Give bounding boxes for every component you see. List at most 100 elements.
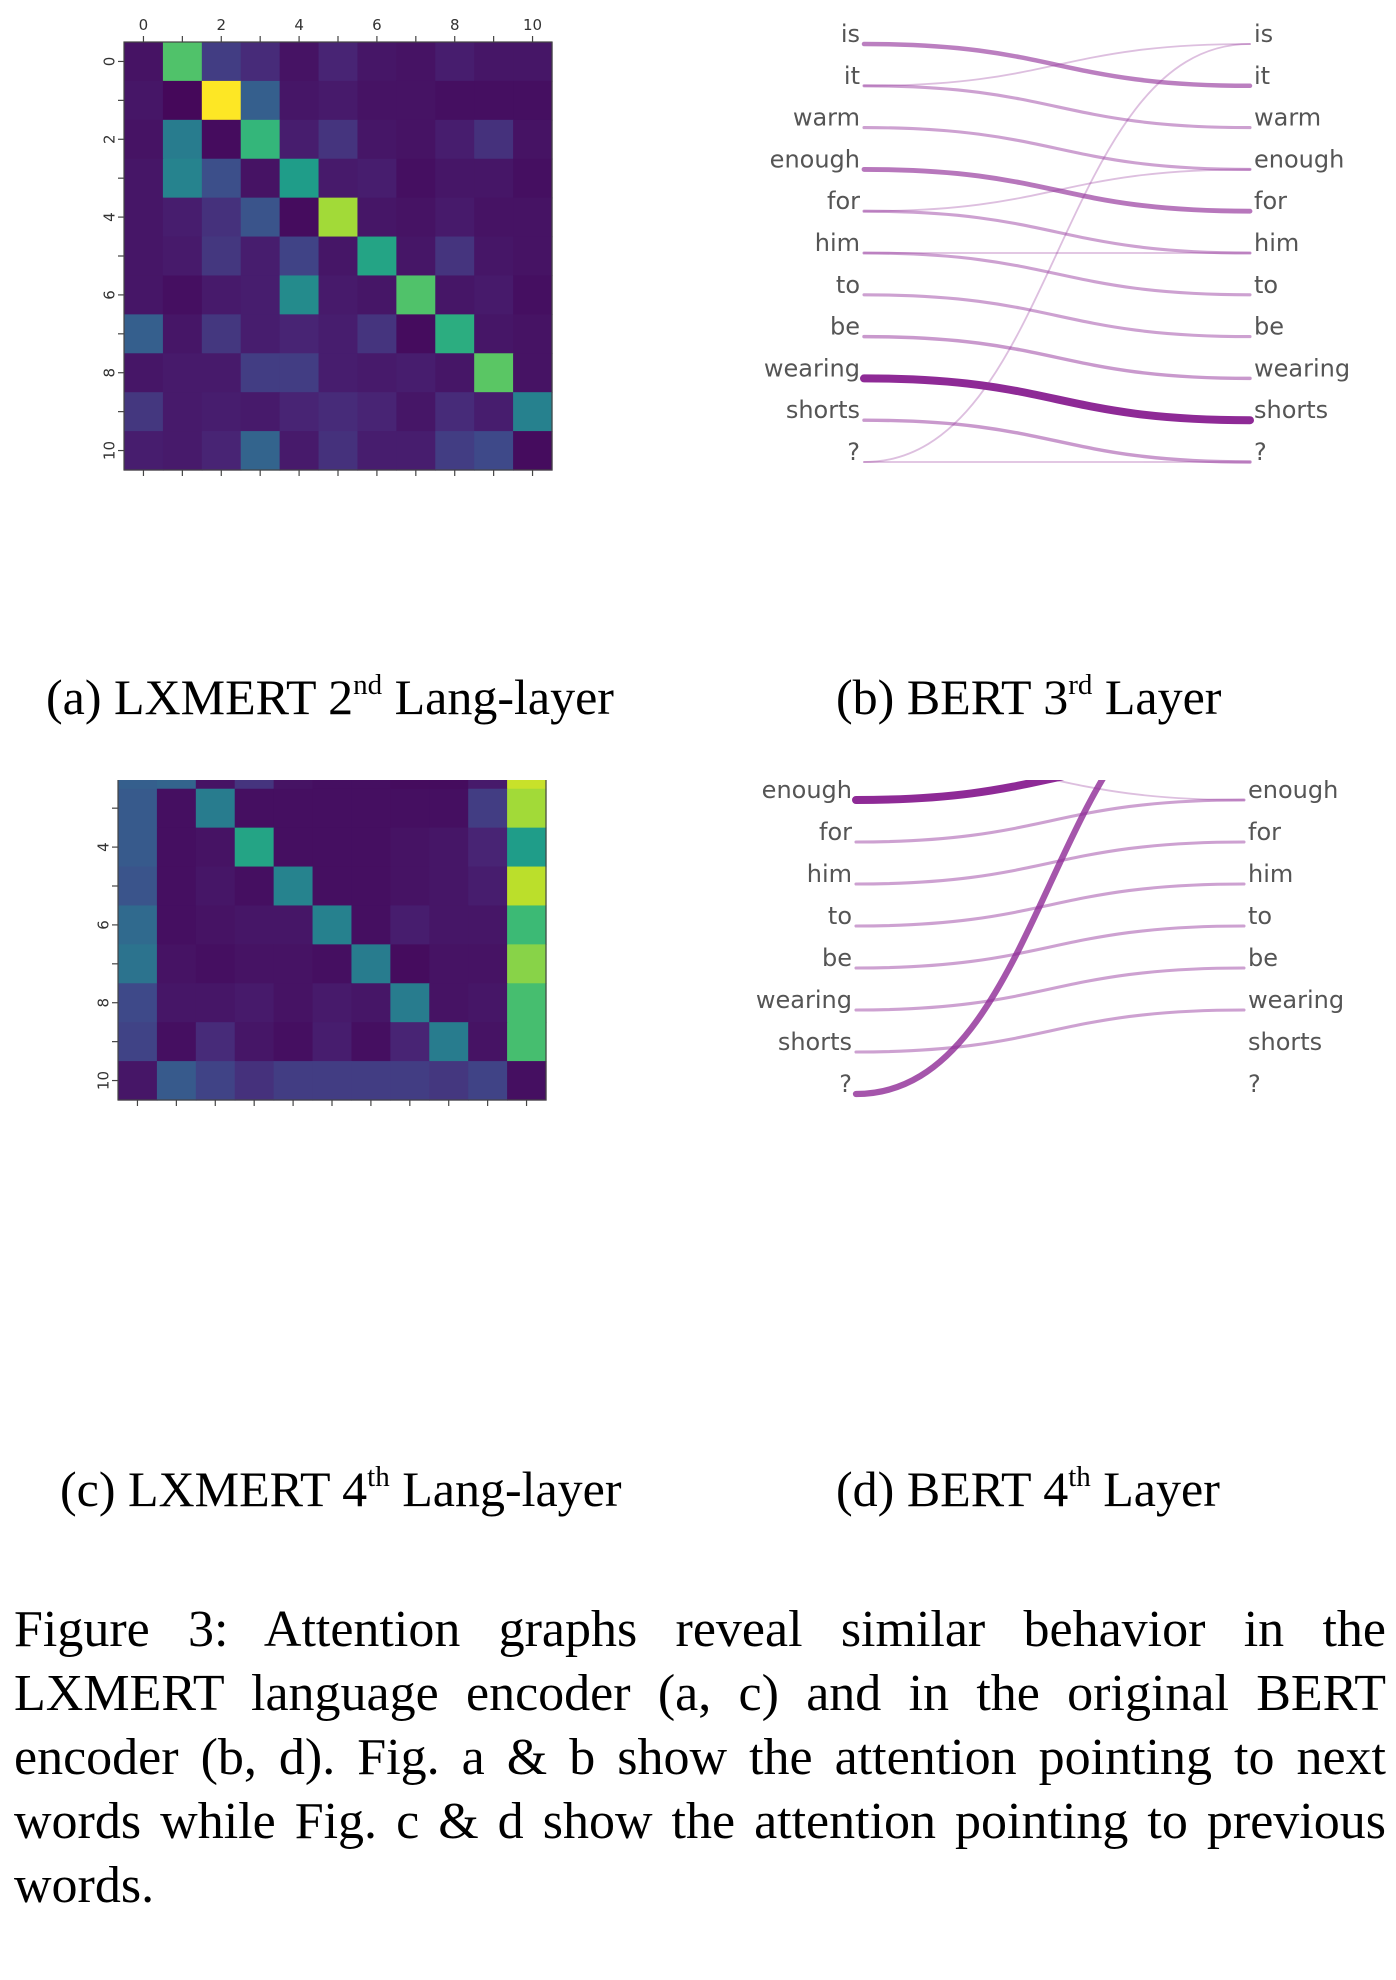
heatmap-cell-r10-c9 <box>474 431 514 471</box>
heatmap-cell-r1-c6 <box>357 80 397 121</box>
attention-link-2-to-3 <box>1050 780 1245 801</box>
attention-link-4-to-3 <box>854 798 1246 844</box>
heatmap-cell-r5-c2 <box>201 236 242 277</box>
heatmap-cell-r4-c4 <box>273 827 314 868</box>
heatmap-cell-r4-c8 <box>429 827 469 868</box>
heatmap-cell-r6-c4 <box>273 905 314 945</box>
heatmap-cell-r8-c7 <box>396 353 436 393</box>
x-tick-label: 10 <box>523 16 542 34</box>
heatmap-cell-r2-c4 <box>279 119 320 160</box>
left-token-10: ? <box>839 1070 852 1098</box>
heatmap-cell-r2-c1 <box>156 780 197 790</box>
left-token-5: him <box>807 860 852 888</box>
heatmap-cell-r1-c10 <box>513 80 553 121</box>
heatmap-cell-r8-c10 <box>513 353 553 393</box>
heatmap-cell-r3-c2 <box>201 158 242 199</box>
y-tick-label: 10 <box>101 441 119 460</box>
heatmap-cell-r4-c9 <box>468 827 508 868</box>
heatmap-cell-r6-c7 <box>390 905 430 945</box>
caption-d-sup: th <box>1068 1461 1091 1493</box>
heatmap-cell-r10-c10 <box>513 431 553 471</box>
heatmap-cell-r10-c8 <box>435 431 475 471</box>
heatmap-cell-r10-c4 <box>279 431 320 471</box>
x-tick-label: 0 <box>139 16 149 34</box>
heatmap-cell-r5-c7 <box>396 236 436 277</box>
heatmap-cell-r8-c7 <box>390 983 430 1023</box>
heatmap-cell-r1-c0 <box>124 80 164 121</box>
heatmap-cell-r6-c5 <box>318 275 359 315</box>
attention-link-1-to-0 <box>863 43 1251 87</box>
heatmap-cell-r7-c10 <box>507 944 547 984</box>
heatmap-cell-r7-c5 <box>312 944 353 984</box>
heatmap-cell-r5-c1 <box>156 866 197 907</box>
heatmap-cell-r7-c6 <box>351 944 391 984</box>
caption-d-pre: BERT 4 <box>906 1461 1069 1517</box>
right-token-7: be <box>1254 313 1284 341</box>
heatmap-cell-r5-c1 <box>162 236 203 277</box>
heatmap-cell-r1-c1 <box>162 80 203 121</box>
heatmap-cells <box>118 780 547 1101</box>
heatmap-cell-r4-c0 <box>124 197 164 238</box>
attention-link-4-to-5 <box>862 209 1252 255</box>
left-token-8: wearing <box>764 354 860 382</box>
attention-link-0-to-1 <box>861 41 1253 89</box>
right-token-8: wearing <box>1254 354 1350 382</box>
left-token-3: enough <box>770 145 860 173</box>
heatmap-cell-r1-c7 <box>396 80 436 121</box>
heatmap-cell-r4-c10 <box>513 197 553 238</box>
heatmap-cell-r9-c10 <box>513 392 553 432</box>
heatmap-cell-r4-c6 <box>351 827 391 868</box>
heatmap-cell-r5-c5 <box>318 236 359 277</box>
right-token-0: is <box>1254 20 1273 48</box>
right-token-3: enough <box>1248 780 1338 804</box>
heatmap-cell-r4-c2 <box>201 197 242 238</box>
heatmap-cell-r10-c2 <box>195 1061 236 1101</box>
heatmap-cell-r4-c9 <box>474 197 514 238</box>
heatmap-cell-r9-c2 <box>201 392 242 432</box>
heatmap-cell-r5-c0 <box>118 866 158 907</box>
right-token-10: ? <box>1248 1070 1261 1098</box>
heatmap-cell-r8-c3 <box>240 353 281 393</box>
caption-c-post: Lang-layer <box>389 1461 622 1517</box>
x-tick-label: 2 <box>216 16 226 34</box>
heatmap-cell-r10-c1 <box>162 431 203 471</box>
heatmap-cell-r6-c4 <box>279 275 320 315</box>
heatmap-cell-r0-c3 <box>240 42 281 82</box>
heatmap-cell-r7-c9 <box>468 944 508 984</box>
heatmap-cell-r2-c0 <box>124 119 164 160</box>
heatmap-cell-r10-c3 <box>234 1061 275 1101</box>
left-token-3: enough <box>762 780 852 804</box>
heatmap-cell-r10-c3 <box>240 431 281 471</box>
heatmap-cell-r7-c5 <box>318 314 359 354</box>
heatmap-cell-r10-c1 <box>156 1061 197 1101</box>
heatmap-a: 0 2 4 6 8 10 0 2 4 6 8 10 <box>101 16 553 476</box>
heatmap-cell-r9-c0 <box>118 1022 158 1062</box>
heatmap-cell-r9-c1 <box>162 392 203 432</box>
heatmap-cell-r4-c3 <box>240 197 281 238</box>
heatmap-cell-r5-c8 <box>429 866 469 907</box>
heatmap-cell-r6-c7 <box>396 275 436 315</box>
heatmap-cell-r1-c4 <box>279 80 320 121</box>
right-token-4: for <box>1248 818 1281 846</box>
heatmap-cell-r5-c9 <box>474 236 514 277</box>
heatmap-cell-r8-c6 <box>357 353 397 393</box>
right-token-5: him <box>1254 229 1299 257</box>
right-token-6: to <box>1248 902 1272 930</box>
attention-b: is it warm enough for him to be wearing shorts? is… <box>764 20 1350 466</box>
heatmap-cell-r9-c8 <box>435 392 475 432</box>
heatmap-cell-r7-c0 <box>124 314 164 354</box>
heatmap-cell-r6-c10 <box>513 275 553 315</box>
attention-links <box>860 41 1254 464</box>
heatmap-cell-r3-c5 <box>318 158 359 199</box>
heatmap-cell-r6-c8 <box>435 275 475 315</box>
heatmap-cell-r9-c5 <box>312 1022 353 1062</box>
heatmap-cell-r8-c8 <box>429 983 469 1023</box>
heatmap-cell-r0-c0 <box>124 42 164 82</box>
heatmap-cell-r4-c10 <box>507 827 547 868</box>
right-token-7: be <box>1248 944 1278 972</box>
heatmap-cell-r7-c10 <box>513 314 553 354</box>
heatmap-cell-r4-c4 <box>279 197 320 238</box>
heatmap-cell-r9-c6 <box>351 1022 391 1062</box>
heatmap-cell-r2-c0 <box>118 780 158 790</box>
attention-link-3-to-4 <box>861 166 1253 214</box>
